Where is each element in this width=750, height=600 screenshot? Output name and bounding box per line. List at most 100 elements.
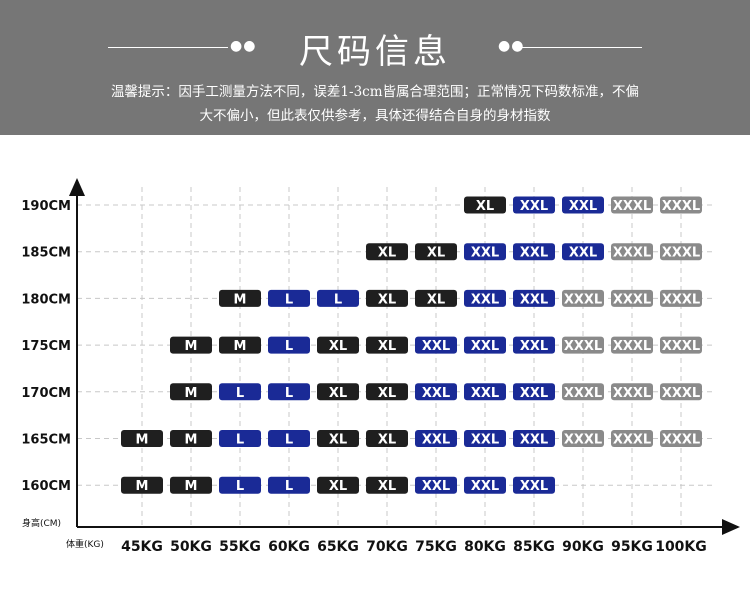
x-tick-label: 85KG: [513, 539, 555, 555]
size-cell: XXL: [415, 383, 457, 401]
size-cell-label: XL: [329, 479, 347, 494]
title-dots-left: ●●: [230, 38, 257, 54]
size-cell-box: [660, 383, 702, 401]
size-cell: XXL: [415, 336, 457, 354]
size-cell-label: XXL: [471, 292, 499, 307]
size-cell-box: [464, 243, 506, 261]
size-cell-box: [268, 336, 310, 354]
size-cell-box: [366, 430, 408, 447]
size-cell-label: M: [136, 433, 149, 448]
size-cell-box: [464, 289, 506, 307]
size-cell-box: [415, 336, 457, 354]
x-tick-label: 95KG: [611, 539, 653, 555]
size-cell: XXL: [464, 430, 506, 448]
size-cell-label: XL: [378, 292, 396, 307]
x-tick-label: 80KG: [464, 539, 506, 555]
size-cell-label: XL: [329, 339, 347, 354]
x-tick-label: 45KG: [121, 539, 163, 555]
size-cell-box: [660, 430, 702, 447]
size-cell: XXXL: [562, 289, 604, 307]
size-cell-box: [219, 476, 261, 494]
size-cell-label: XXXL: [564, 433, 602, 448]
size-cell: XXXL: [611, 243, 653, 261]
size-cell-box: [415, 243, 457, 261]
size-cell-label: XL: [329, 386, 347, 401]
size-cell-label: XXL: [471, 479, 499, 494]
size-cell: L: [268, 476, 310, 494]
size-cell: XL: [317, 430, 359, 448]
size-cell-box: [219, 430, 261, 447]
size-cell: XL: [366, 336, 408, 354]
size-cell-box: [611, 383, 653, 401]
y-tick-label: 175CM: [21, 339, 71, 354]
size-cell-box: [464, 196, 506, 214]
size-cell-box: [366, 336, 408, 354]
size-cell-box: [317, 383, 359, 401]
size-cell: XL: [317, 383, 359, 401]
size-cell-label: XXXL: [564, 339, 602, 354]
size-cell-box: [513, 289, 555, 307]
notice-text: 温馨提示：因手工测量方法不同，误差1-3cm皆属合理范围；正常情况下码数标准，不…: [0, 80, 750, 128]
size-cell-label: XXL: [471, 339, 499, 354]
y-tick-label: 190CM: [21, 199, 71, 214]
size-cell-label: XL: [427, 292, 445, 307]
size-cell-label: XXXL: [613, 386, 651, 401]
size-cell-label: XXL: [520, 246, 548, 261]
size-cell-label: XXL: [471, 386, 499, 401]
size-cell-box: [660, 336, 702, 354]
size-cell-label: XXL: [520, 386, 548, 401]
size-cell-label: M: [185, 479, 198, 494]
size-cell-label: XXL: [422, 339, 450, 354]
size-cell: XXL: [513, 383, 555, 401]
size-cell-label: L: [285, 386, 293, 401]
y-tick-label: 160CM: [21, 479, 71, 494]
size-cell-box: [513, 476, 555, 494]
size-cell-box: [415, 476, 457, 494]
size-cell-label: XXL: [520, 339, 548, 354]
size-cell-box: [170, 430, 212, 447]
y-tick-label: 170CM: [21, 386, 71, 401]
y-axis-label: 身高(CM): [22, 517, 61, 529]
size-cell-label: XXXL: [662, 433, 700, 448]
size-cell-box: [121, 476, 163, 494]
size-cell: M: [170, 383, 212, 401]
size-cell: XXL: [513, 430, 555, 448]
size-cell: L: [317, 289, 359, 307]
size-cell-label: XL: [329, 433, 347, 448]
size-cell: M: [121, 476, 163, 494]
size-cell: L: [219, 476, 261, 494]
size-cell-box: [611, 430, 653, 447]
size-cell-box: [415, 383, 457, 401]
size-cell: XXXL: [660, 430, 702, 448]
header-banner: ●● 尺码信息 ●● 温馨提示：因手工测量方法不同，误差1-3cm皆属合理范围；…: [0, 0, 750, 135]
x-tick-label: 55KG: [219, 539, 261, 555]
size-cell-label: L: [285, 339, 293, 354]
size-cell: XXL: [562, 196, 604, 214]
size-cell: M: [121, 430, 163, 448]
size-cell-box: [268, 430, 310, 447]
size-cell: L: [268, 430, 310, 448]
size-cell-box: [464, 476, 506, 494]
size-cell-label: XXL: [569, 246, 597, 261]
x-tick-label: 60KG: [268, 539, 310, 555]
size-chart: 190CM 185CM 180CM 175CM 170CM 165CM 160CM 45KG…: [21, 178, 740, 555]
size-cell: XXXL: [562, 383, 604, 401]
size-cell-box: [366, 476, 408, 494]
size-cell-box: [268, 476, 310, 494]
size-cell-box: [562, 196, 604, 214]
size-cell: XXL: [513, 336, 555, 354]
size-cell-label: L: [236, 479, 244, 494]
size-cell-label: XXL: [471, 433, 499, 448]
size-cell-label: XXXL: [613, 292, 651, 307]
size-cell-label: L: [285, 479, 293, 494]
size-cell-box: [219, 336, 261, 354]
size-cell: M: [170, 336, 212, 354]
x-axis-label: 体重(KG): [66, 538, 104, 550]
x-tick-label: 100KG: [655, 539, 707, 555]
size-cell: M: [170, 476, 212, 494]
size-cell-box: [268, 383, 310, 401]
size-cell-box: [170, 476, 212, 494]
size-cell-label: L: [285, 433, 293, 448]
size-cell-box: [611, 196, 653, 214]
size-cell-label: XXXL: [662, 386, 700, 401]
